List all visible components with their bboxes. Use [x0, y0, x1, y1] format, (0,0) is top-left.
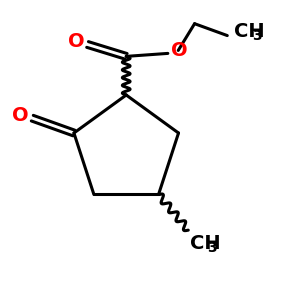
Text: 3: 3: [207, 241, 217, 255]
Text: 3: 3: [252, 29, 261, 43]
Text: CH: CH: [190, 234, 220, 253]
Text: CH: CH: [234, 22, 264, 40]
Text: O: O: [68, 32, 85, 51]
Text: O: O: [171, 41, 188, 60]
Text: O: O: [12, 106, 29, 125]
